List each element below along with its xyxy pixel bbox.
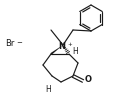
Text: H: H xyxy=(45,85,51,94)
Text: Br: Br xyxy=(5,39,14,48)
Text: +: + xyxy=(67,42,72,47)
Polygon shape xyxy=(50,45,63,55)
Text: O: O xyxy=(85,76,92,85)
Text: H: H xyxy=(72,47,78,56)
Text: N: N xyxy=(59,42,66,51)
Text: −: − xyxy=(16,40,22,46)
